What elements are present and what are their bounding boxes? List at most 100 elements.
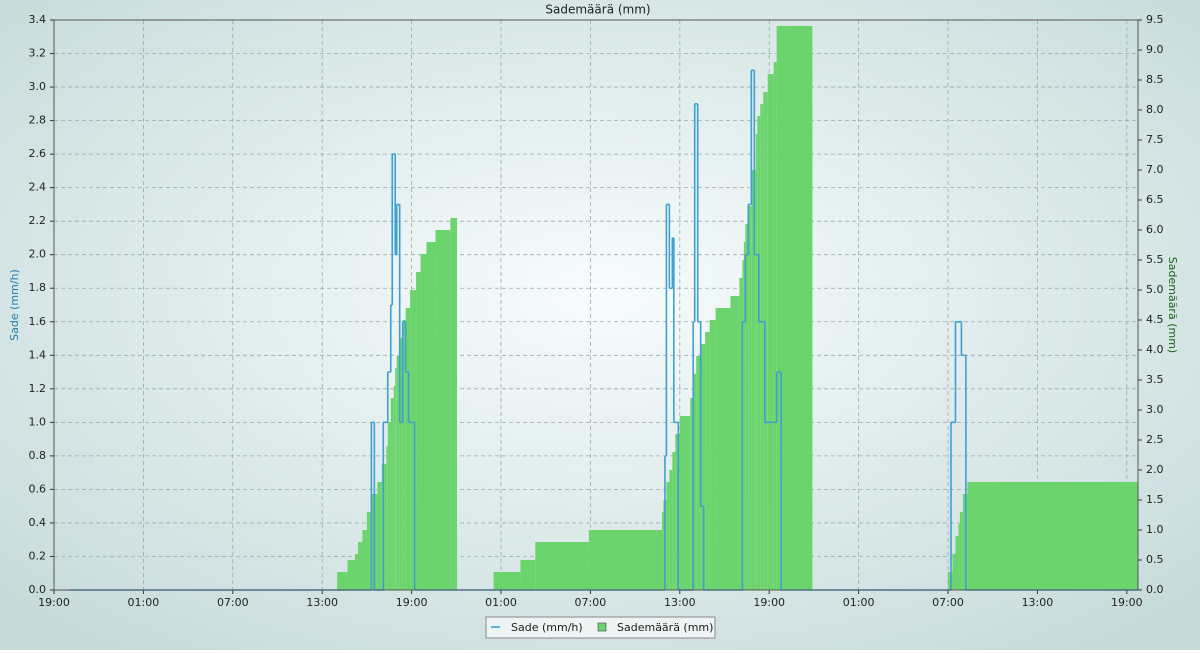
y2-tick-label: 2.5	[1146, 433, 1164, 446]
area-step	[755, 134, 758, 590]
x-tick-label: 07:00	[932, 596, 964, 609]
y2-tick-label: 3.0	[1146, 403, 1164, 416]
area-step	[435, 230, 451, 590]
y-axis-label: Sade (mm/h)	[8, 269, 21, 341]
x-tick-label: 19:00	[1111, 596, 1143, 609]
area-step	[669, 470, 673, 590]
area-step	[337, 572, 348, 590]
area-step	[748, 206, 752, 590]
area-step	[757, 116, 761, 590]
area-step	[767, 74, 774, 590]
area-step	[661, 512, 664, 590]
y2-tick-label: 5.0	[1146, 283, 1164, 296]
y2-axis-label: Sademäärä (mm)	[1166, 257, 1179, 353]
y2-tick-label: 1.0	[1146, 523, 1164, 536]
y-tick-label: 1.6	[29, 315, 47, 328]
y-tick-label: 2.6	[29, 147, 47, 160]
y2-tick-label: 6.5	[1146, 193, 1164, 206]
y-tick-label: 1.8	[29, 281, 47, 294]
y-tick-label: 0.6	[29, 482, 47, 495]
y-tick-label: 0.8	[29, 449, 47, 462]
y2-tick-label: 6.0	[1146, 223, 1164, 236]
x-tick-label: 13:00	[664, 596, 696, 609]
y2-tick-label: 4.0	[1146, 343, 1164, 356]
legend-items: Sade (mm/h) Sademäärä (mm)	[491, 621, 713, 634]
area-step	[366, 512, 372, 590]
area-step	[387, 422, 391, 590]
chart-title: Sademäärä (mm)	[545, 3, 650, 17]
y-tick-label: 0.4	[29, 516, 47, 529]
x-tick-label: 19:00	[753, 596, 785, 609]
area-step	[690, 398, 694, 590]
area-step	[520, 560, 536, 590]
area-step	[405, 308, 411, 590]
legend-label: Sade (mm/h)	[511, 621, 583, 634]
area-step	[420, 254, 427, 590]
area-step	[959, 512, 963, 590]
area-step	[402, 320, 406, 590]
area-step	[666, 482, 670, 590]
y2-tick-label: 3.5	[1146, 373, 1164, 386]
y2-tick-label: 8.5	[1146, 73, 1164, 86]
plot-area: 0.0 0.2 0.4 0.6 0.8 1.0 1.2 1.4 1.6 1.8 2.0 2.2 2.4 2…	[29, 13, 1164, 609]
area-step	[416, 272, 421, 590]
y-tick-label: 0.0	[29, 583, 47, 596]
area-step	[730, 296, 740, 590]
y2-tick-label: 9.0	[1146, 43, 1164, 56]
area-step	[958, 524, 960, 590]
area-step	[493, 572, 521, 590]
y-tick-label: 1.0	[29, 415, 47, 428]
x-tick-label: 13:00	[1022, 596, 1054, 609]
x-tick-label: 01:00	[128, 596, 160, 609]
area-step	[739, 278, 743, 590]
area-step	[535, 542, 589, 590]
area-step	[399, 338, 403, 590]
y2-tick-label: 5.5	[1146, 253, 1164, 266]
area-step	[693, 374, 697, 590]
area-step	[952, 554, 956, 590]
x-tick-label: 19:00	[396, 596, 428, 609]
area-step	[776, 26, 813, 590]
y2-tick-label: 0.5	[1146, 553, 1164, 566]
area-step	[362, 530, 367, 590]
y2-tick-label: 4.5	[1146, 313, 1164, 326]
y2-tick-label: 0.0	[1146, 583, 1164, 596]
y-tick-label: 2.8	[29, 114, 47, 127]
y-tick-label: 2.0	[29, 248, 47, 261]
y-tick-label: 1.4	[29, 348, 47, 361]
area-step	[700, 344, 706, 590]
area-step	[588, 530, 662, 590]
area-step	[386, 446, 388, 590]
y-tick-label: 1.2	[29, 382, 47, 395]
area-step	[347, 560, 355, 590]
x-tick-label: 07:00	[575, 596, 607, 609]
y-tick-label: 2.2	[29, 214, 47, 227]
area-step	[696, 356, 701, 590]
area-step	[354, 554, 358, 590]
area-step	[955, 536, 959, 590]
area-step	[679, 416, 691, 590]
area-step	[377, 482, 382, 590]
legend-label: Sademäärä (mm)	[617, 621, 713, 634]
area-step	[715, 308, 731, 590]
x-tick-label: 13:00	[306, 596, 338, 609]
y2-tick-label: 9.5	[1146, 13, 1164, 26]
area-step	[426, 242, 436, 590]
legend-swatch	[597, 622, 607, 632]
y-tick-label: 3.4	[29, 13, 47, 26]
area-step	[672, 452, 676, 590]
area-step	[410, 290, 417, 590]
y2-tick-label: 8.0	[1146, 103, 1164, 116]
area-step	[357, 542, 363, 590]
area-step	[743, 242, 746, 590]
area-step	[396, 356, 400, 590]
y-tick-label: 2.4	[29, 181, 47, 194]
x-tick-label: 01:00	[843, 596, 875, 609]
area-step	[450, 218, 458, 590]
y2-tick-label: 7.0	[1146, 163, 1164, 176]
area-step	[760, 104, 764, 590]
y2-tick-label: 7.5	[1146, 133, 1164, 146]
area-step	[709, 320, 716, 590]
plot-border	[53, 19, 1139, 591]
